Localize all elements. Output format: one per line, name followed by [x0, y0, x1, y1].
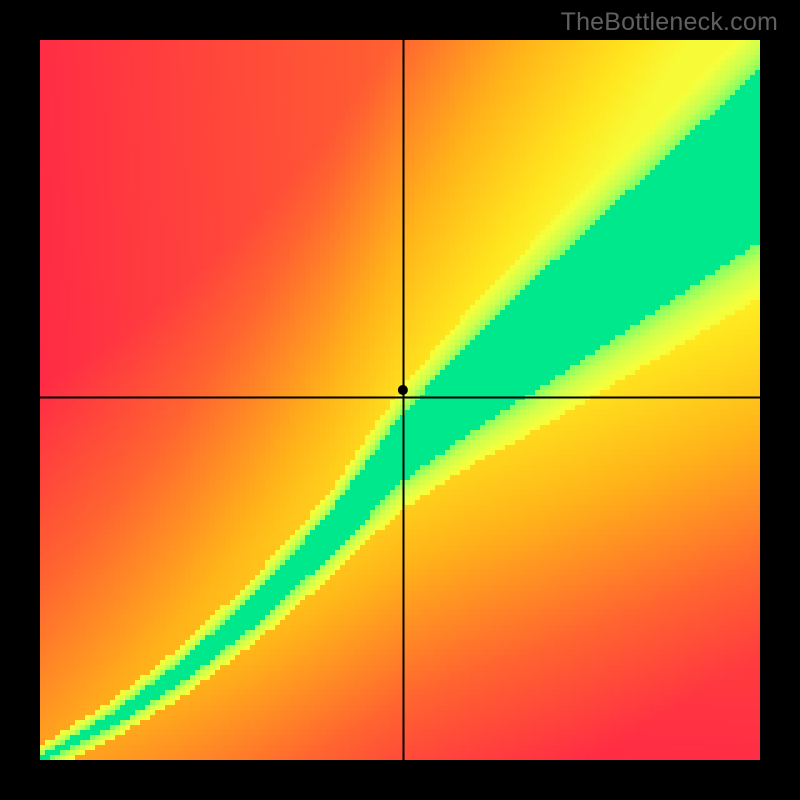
crosshair-overlay: [40, 40, 760, 760]
chart-container: { "watermark": { "text": "TheBottleneck.…: [0, 0, 800, 800]
watermark-text: TheBottleneck.com: [561, 8, 778, 37]
